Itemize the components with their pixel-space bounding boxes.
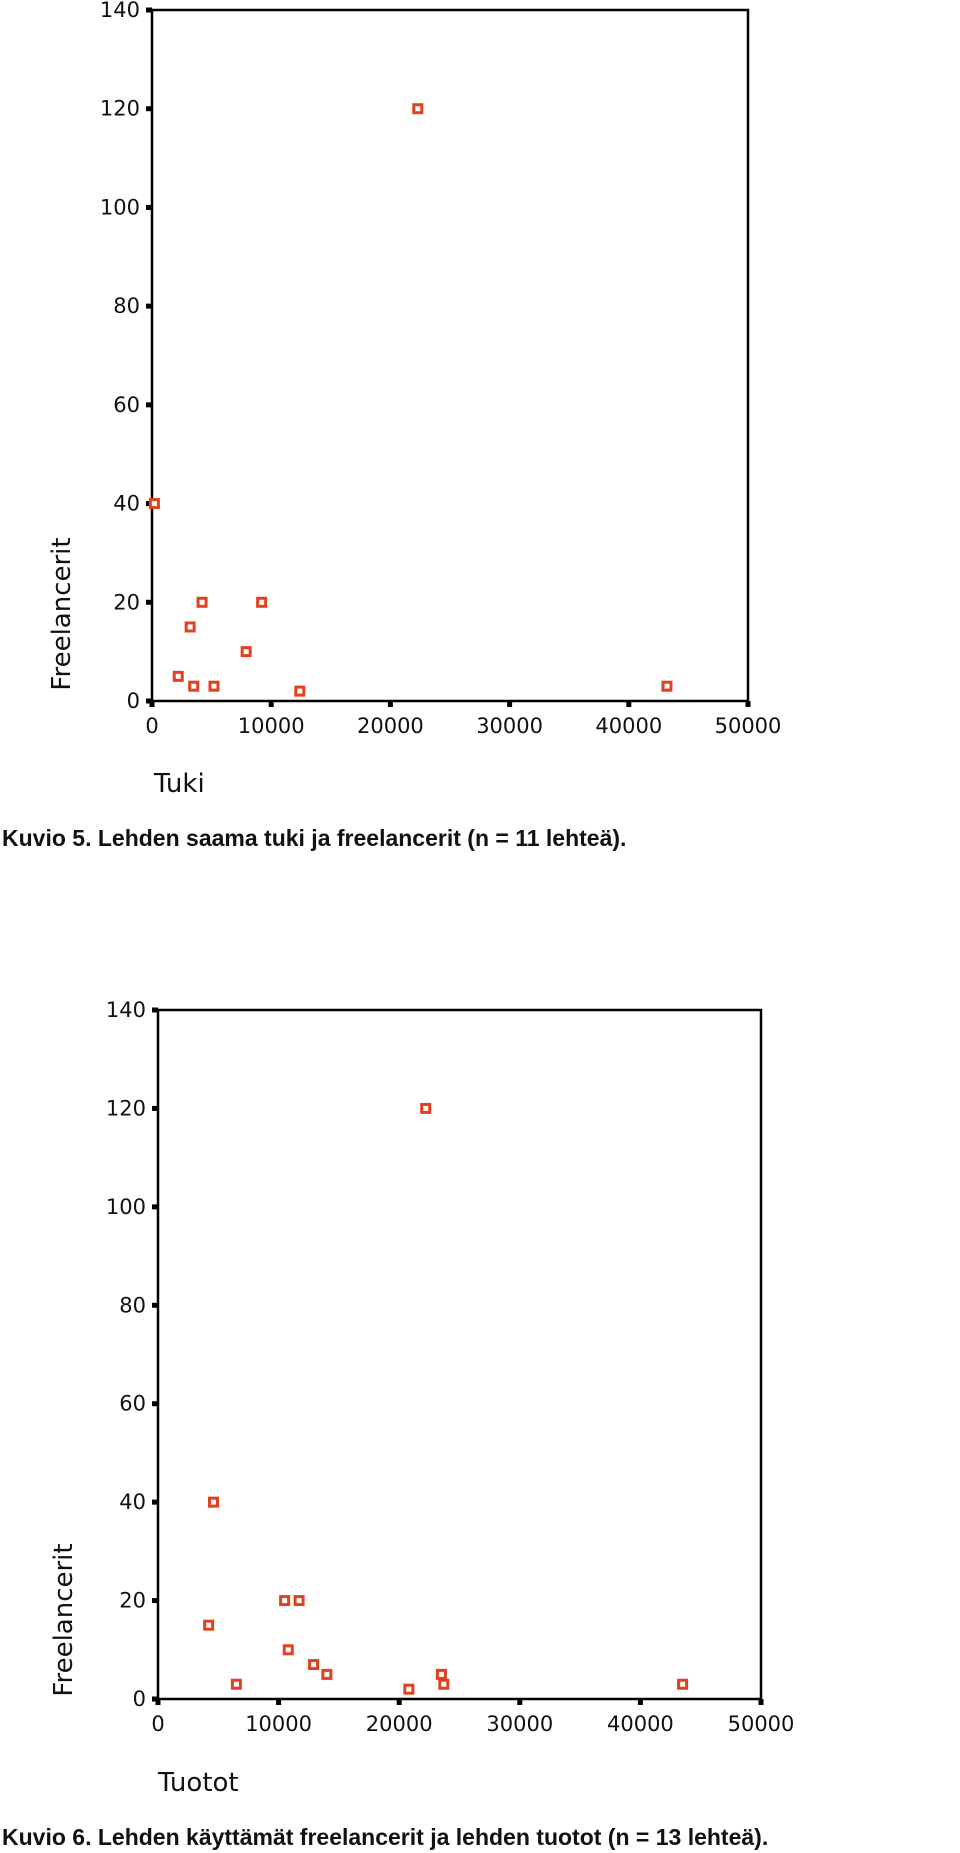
point bbox=[321, 1668, 333, 1680]
x-tick-label: 50000 bbox=[715, 714, 782, 738]
x-tick-label: 30000 bbox=[486, 1712, 553, 1736]
y-tick-label: 100 bbox=[100, 195, 140, 219]
point bbox=[184, 621, 196, 633]
point bbox=[172, 670, 184, 682]
x-tick-label: 10000 bbox=[245, 1712, 312, 1736]
y-tick-label: 20 bbox=[119, 1589, 146, 1613]
y-tick-label: 20 bbox=[113, 590, 140, 614]
point bbox=[207, 1496, 219, 1508]
point bbox=[412, 103, 424, 115]
point bbox=[661, 680, 673, 692]
plot-frame bbox=[156, 1008, 763, 1701]
y-tick-label: 80 bbox=[119, 1293, 146, 1317]
point bbox=[230, 1678, 242, 1690]
point bbox=[256, 596, 268, 608]
x-axis-label: Tuotot bbox=[157, 1768, 239, 1798]
y-tick-label: 120 bbox=[106, 1096, 146, 1120]
point bbox=[203, 1619, 215, 1631]
x-tick-label: 20000 bbox=[357, 714, 424, 738]
plot-frame bbox=[150, 8, 750, 703]
y-tick-label: 140 bbox=[100, 0, 140, 22]
point bbox=[677, 1678, 689, 1690]
x-tick-label: 10000 bbox=[238, 714, 305, 738]
y-axis-label: Freelancerit bbox=[47, 537, 77, 690]
point bbox=[293, 1595, 305, 1607]
x-tick-label: 50000 bbox=[728, 1712, 795, 1736]
x-tick-label: 30000 bbox=[476, 714, 543, 738]
x-tick-label: 40000 bbox=[595, 714, 662, 738]
point bbox=[420, 1102, 432, 1114]
y-axis-label: Freelancerit bbox=[49, 1543, 79, 1696]
point bbox=[148, 498, 160, 510]
y-tick-label: 40 bbox=[113, 492, 140, 516]
caption: Kuvio 6. Lehden käyttämät freelancerit j… bbox=[2, 1824, 768, 1850]
caption: Kuvio 5. Lehden saama tuki ja freelancer… bbox=[2, 825, 626, 851]
point bbox=[196, 596, 208, 608]
y-tick-label: 140 bbox=[106, 998, 146, 1022]
x-tick-label: 40000 bbox=[607, 1712, 674, 1736]
y-tick-label: 40 bbox=[119, 1490, 146, 1514]
point bbox=[282, 1644, 294, 1656]
y-tick-label: 0 bbox=[127, 689, 140, 713]
y-tick-label: 100 bbox=[106, 1195, 146, 1219]
y-tick-label: 120 bbox=[100, 97, 140, 121]
y-tick-label: 80 bbox=[113, 294, 140, 318]
y-tick-label: 60 bbox=[119, 1392, 146, 1416]
point bbox=[438, 1678, 450, 1690]
x-tick-label: 0 bbox=[151, 1712, 164, 1736]
x-tick-label: 20000 bbox=[366, 1712, 433, 1736]
x-tick-label: 0 bbox=[145, 714, 158, 738]
point bbox=[435, 1668, 447, 1680]
point bbox=[308, 1659, 320, 1671]
point bbox=[403, 1683, 415, 1695]
point bbox=[240, 646, 252, 658]
point bbox=[188, 680, 200, 692]
y-tick-label: 0 bbox=[133, 1687, 146, 1711]
y-tick-label: 60 bbox=[113, 393, 140, 417]
point bbox=[208, 680, 220, 692]
x-axis-label: Tuki bbox=[153, 769, 205, 799]
point bbox=[279, 1595, 291, 1607]
point bbox=[294, 685, 306, 697]
